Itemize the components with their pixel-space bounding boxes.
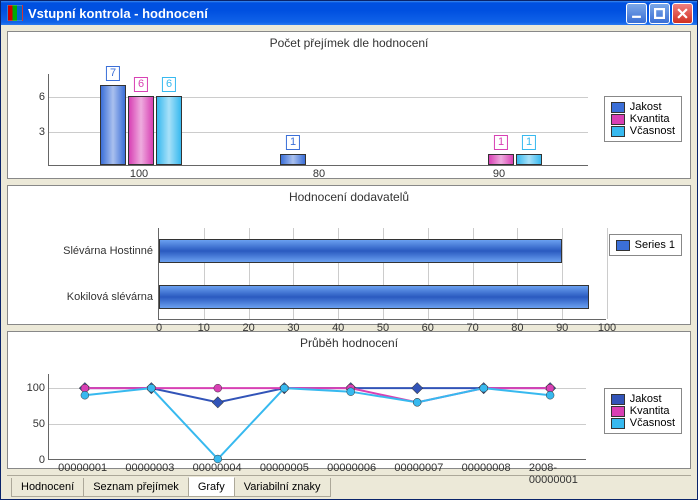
chart-body: 361007668019011 JakostKvantitaVčasnost	[8, 52, 690, 178]
legend: Series 1	[609, 234, 682, 256]
series-marker	[214, 384, 222, 392]
value-label: 6	[162, 77, 176, 92]
bar-supplier	[159, 285, 589, 309]
bar-supplier	[159, 239, 562, 263]
series-marker	[347, 388, 355, 396]
legend-item: Kvantita	[611, 405, 675, 417]
bar-kvantita	[488, 154, 514, 166]
bar-včasnost	[156, 96, 182, 165]
chart-body: 0102030405060708090100Slévárna HostinnéK…	[8, 206, 690, 324]
value-label: 1	[286, 135, 300, 150]
legend-item: Včasnost	[611, 125, 675, 137]
legend-item: Series 1	[616, 239, 675, 251]
x-tick: 00000004	[193, 462, 242, 474]
y-tick: 100	[27, 382, 45, 394]
legend-label: Včasnost	[630, 125, 675, 137]
value-label: 1	[522, 135, 536, 150]
x-tick: 00000007	[394, 462, 443, 474]
series-marker	[81, 384, 89, 392]
tab-variabiln-znaky[interactable]: Variabilní znaky	[234, 478, 331, 497]
chart-supplier-rating: Hodnocení dodavatelů 0102030405060708090…	[7, 185, 691, 325]
series-marker	[412, 383, 423, 394]
value-label: 6	[134, 77, 148, 92]
bar-kvantita	[128, 96, 154, 165]
x-tick: 2008-00000001	[529, 462, 578, 486]
tab-grafy[interactable]: Grafy	[188, 477, 235, 497]
x-tick: 80	[313, 168, 325, 180]
tabstrip: HodnoceníSeznam přejímekGrafyVariabilní …	[7, 475, 691, 497]
plot-area: 361007668019011	[48, 74, 588, 166]
y-tick: 0	[39, 454, 45, 466]
legend: JakostKvantitaVčasnost	[604, 388, 682, 434]
legend: JakostKvantitaVčasnost	[604, 96, 682, 142]
window-controls	[626, 3, 693, 24]
window: Vstupní kontrola - hodnocení Počet přejí…	[0, 0, 698, 500]
category-label: Slévárna Hostinné	[63, 245, 153, 257]
legend-label: Series 1	[635, 239, 675, 251]
series-line	[85, 388, 550, 459]
value-label: 1	[494, 135, 508, 150]
chart-title: Průběh hodnocení	[8, 332, 690, 352]
x-tick: 00000008	[462, 462, 511, 474]
series-marker	[280, 384, 288, 392]
series-marker	[546, 391, 554, 399]
x-tick: 00000005	[260, 462, 309, 474]
bar-jakost	[280, 154, 306, 166]
legend-item: Včasnost	[611, 417, 675, 429]
x-tick: 90	[493, 168, 505, 180]
series-marker	[212, 397, 223, 408]
minimize-button[interactable]	[626, 3, 647, 24]
tab-hodnocen-[interactable]: Hodnocení	[11, 478, 84, 497]
series-marker	[546, 384, 554, 392]
client-area: Počet přejímek dle hodnocení 36100766801…	[1, 25, 697, 499]
maximize-button[interactable]	[649, 3, 670, 24]
series-marker	[147, 384, 155, 392]
y-tick: 3	[39, 126, 45, 138]
app-icon	[7, 5, 23, 21]
close-button[interactable]	[672, 3, 693, 24]
tab-seznam-p-ej-mek[interactable]: Seznam přejímek	[83, 478, 189, 497]
chart-receipts-by-rating: Počet přejímek dle hodnocení 36100766801…	[7, 31, 691, 179]
chart-title: Hodnocení dodavatelů	[8, 186, 690, 206]
x-tick: 00000003	[125, 462, 174, 474]
series-marker	[480, 384, 488, 392]
line-layer	[49, 374, 586, 459]
x-tick: 100	[130, 168, 148, 180]
value-label: 7	[106, 66, 120, 81]
legend-label: Včasnost	[630, 417, 675, 429]
window-title: Vstupní kontrola - hodnocení	[28, 6, 626, 21]
legend-label: Kvantita	[630, 405, 670, 417]
y-tick: 50	[33, 418, 45, 430]
x-tick: 00000006	[327, 462, 376, 474]
x-tick: 00000001	[58, 462, 107, 474]
bar-včasnost	[516, 154, 542, 166]
series-marker	[413, 398, 421, 406]
titlebar[interactable]: Vstupní kontrola - hodnocení	[1, 1, 697, 25]
legend-label: Jakost	[630, 393, 662, 405]
series-marker	[81, 391, 89, 399]
chart-rating-trend: Průběh hodnocení 05010000000001000000030…	[7, 331, 691, 469]
legend-item: Jakost	[611, 101, 675, 113]
plot-area: 0102030405060708090100Slévárna HostinnéK…	[158, 228, 606, 320]
legend-item: Jakost	[611, 393, 675, 405]
series-marker	[214, 455, 222, 463]
category-label: Kokilová slévárna	[67, 291, 153, 303]
bar-jakost	[100, 85, 126, 166]
chart-title: Počet přejímek dle hodnocení	[8, 32, 690, 52]
legend-label: Kvantita	[630, 113, 670, 125]
legend-item: Kvantita	[611, 113, 675, 125]
y-tick: 6	[39, 91, 45, 103]
plot-area: 0501000000000100000003000000040000000500…	[48, 374, 586, 460]
legend-label: Jakost	[630, 101, 662, 113]
chart-body: 0501000000000100000003000000040000000500…	[8, 352, 690, 468]
